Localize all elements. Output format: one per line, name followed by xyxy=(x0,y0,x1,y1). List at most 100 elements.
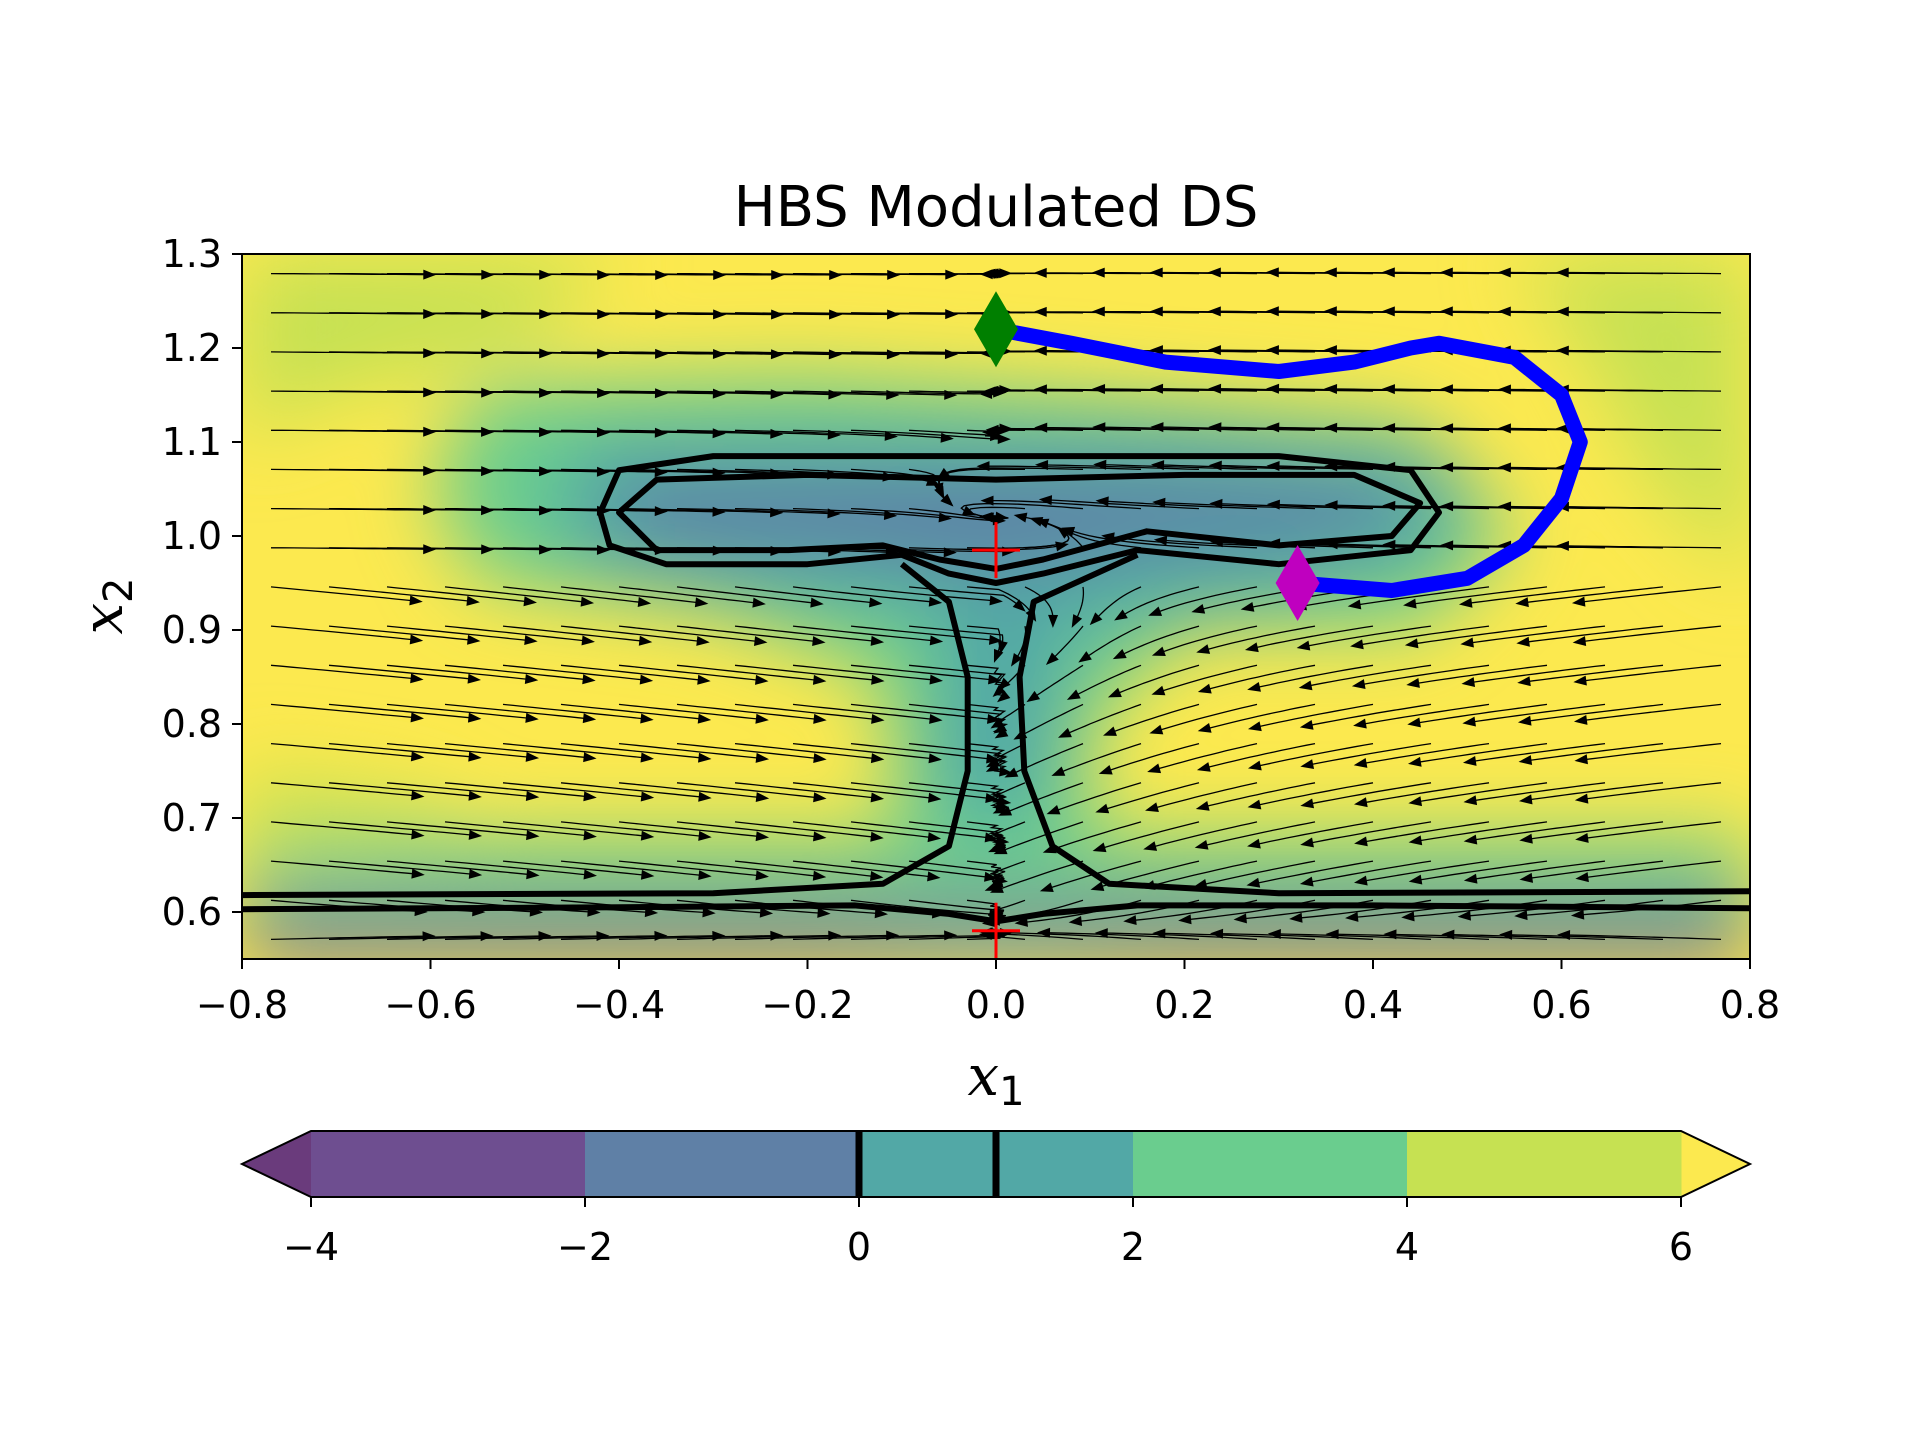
streamline-arrow-117 xyxy=(752,597,766,608)
streamline-arrow-456 xyxy=(1573,714,1588,725)
streamline-176 xyxy=(792,390,951,396)
streamline-arrow-454 xyxy=(1574,793,1589,804)
streamline-457 xyxy=(1580,664,1722,682)
streamline-148 xyxy=(734,782,878,799)
streamline-arrow-457 xyxy=(1573,675,1587,686)
streamline-141 xyxy=(676,351,835,356)
streamline-arrow-368 xyxy=(1296,640,1311,651)
contour-region-lime-top-left xyxy=(242,254,619,442)
streamline-arrow-282 xyxy=(976,461,990,472)
streamline-arrow-245 xyxy=(994,511,1009,522)
x-axis-label-base: x xyxy=(967,1044,999,1109)
streamline-280 xyxy=(1041,520,1142,549)
streamline-374 xyxy=(1272,388,1432,392)
streamline-119 xyxy=(618,507,777,514)
streamline-arrow-272 xyxy=(1039,882,1054,893)
streamline-arrow-148 xyxy=(870,792,885,803)
streamline-45 xyxy=(386,586,531,603)
streamline-arrow-349 xyxy=(1247,682,1261,692)
x-tick-label: 0.8 xyxy=(1720,983,1780,1027)
streamline-168 xyxy=(792,703,936,721)
streamline-389 xyxy=(1331,504,1490,510)
colorbar-band-1 xyxy=(585,1131,860,1197)
x-tick-label: −0.6 xyxy=(384,983,476,1027)
streamline-273 xyxy=(1049,821,1142,852)
streamline-arrow-304 xyxy=(1033,306,1047,317)
streamline-275 xyxy=(1057,742,1142,774)
streamline-74 xyxy=(502,860,648,877)
streamline-189 xyxy=(850,586,996,602)
streamline-0 xyxy=(270,935,429,941)
streamline-203 xyxy=(908,742,1008,765)
streamline-arrow-123 xyxy=(770,349,784,360)
streamline-arrow-417 xyxy=(1463,834,1478,845)
streamline-arrow-301 xyxy=(1034,422,1048,433)
streamline-arrow-166 xyxy=(927,792,942,803)
contour-region-lime-top-right xyxy=(1514,254,1750,583)
streamline-arrow-240 xyxy=(994,727,1009,739)
streamline-159 xyxy=(734,351,893,356)
streamline-arrow-381 xyxy=(1354,836,1368,847)
streamline-256 xyxy=(1004,782,1084,814)
streamline-arrow-325 xyxy=(1178,914,1192,925)
streamline-165 xyxy=(792,821,935,839)
streamline-arrow-295 xyxy=(1107,687,1122,698)
streamline-arrow-147 xyxy=(870,831,884,842)
streamline-441 xyxy=(1522,586,1664,604)
streamline-arrow-255 xyxy=(993,844,1008,855)
streamline-6 xyxy=(270,703,418,719)
zero-contour-stem-left xyxy=(242,561,971,899)
streamline-arrow-313 xyxy=(1151,685,1166,696)
streamline-92 xyxy=(560,860,705,877)
streamline-318 xyxy=(1100,463,1258,471)
streamline-arrow-297 xyxy=(1114,609,1128,621)
streamline-arrow-172 xyxy=(943,547,957,558)
streamline-arrow-241 xyxy=(997,690,1011,703)
streamline-102 xyxy=(560,468,719,474)
streamline-347 xyxy=(1254,742,1374,768)
streamline-arrow-386 xyxy=(1350,639,1364,650)
streamline-464 xyxy=(1562,388,1722,392)
streamline-327 xyxy=(1201,821,1316,847)
streamline-182 xyxy=(850,860,991,879)
streamline-arrow-75 xyxy=(640,830,655,841)
streamline-arrow-38 xyxy=(526,869,540,880)
streamline-arrow-3 xyxy=(411,829,425,840)
y-axis-label-sub: 2 xyxy=(96,577,142,602)
streamline-arrow-114 xyxy=(755,713,769,724)
streamline-arrow-165 xyxy=(927,832,942,843)
streamline-452 xyxy=(1582,860,1722,879)
streamline-arrow-350 xyxy=(1244,642,1259,653)
colorbar-tick-label: 0 xyxy=(847,1225,871,1269)
streamline-arrow-280 xyxy=(1035,518,1050,529)
streamline-2 xyxy=(270,860,418,875)
streamline-302 xyxy=(1040,388,1200,392)
streamline-arrow-451 xyxy=(1570,909,1585,920)
streamline-arrow-57 xyxy=(583,830,597,841)
streamline-183 xyxy=(850,821,992,839)
streamline-113 xyxy=(618,742,763,760)
streamline-111 xyxy=(618,821,763,838)
streamline-39 xyxy=(386,821,533,837)
streamline-arrow-104 xyxy=(712,388,726,399)
streamline-221 xyxy=(966,742,1008,770)
streamline-298 xyxy=(1067,529,1200,549)
streamline-296 xyxy=(1118,625,1200,657)
streamline-260 xyxy=(1050,625,1084,661)
streamline-171 xyxy=(792,586,936,603)
streamline-114 xyxy=(618,703,762,721)
streamline-310 xyxy=(1151,782,1258,810)
streamline-arrow-327 xyxy=(1194,839,1209,850)
streamline-414 xyxy=(1448,933,1606,941)
streamline-arrow-391 xyxy=(1324,422,1338,433)
streamline-arrow-5 xyxy=(410,751,425,762)
streamline-399 xyxy=(1415,821,1548,842)
streamline-63 xyxy=(444,586,588,603)
streamline-arrow-294 xyxy=(1103,726,1117,736)
streamline-60 xyxy=(444,703,590,720)
streamline-arrow-91 xyxy=(702,907,716,918)
y-tick-label: 0.9 xyxy=(162,608,222,652)
streamline-122 xyxy=(618,390,777,395)
streamline-366 xyxy=(1306,703,1432,727)
streamline-455 xyxy=(1581,742,1722,761)
